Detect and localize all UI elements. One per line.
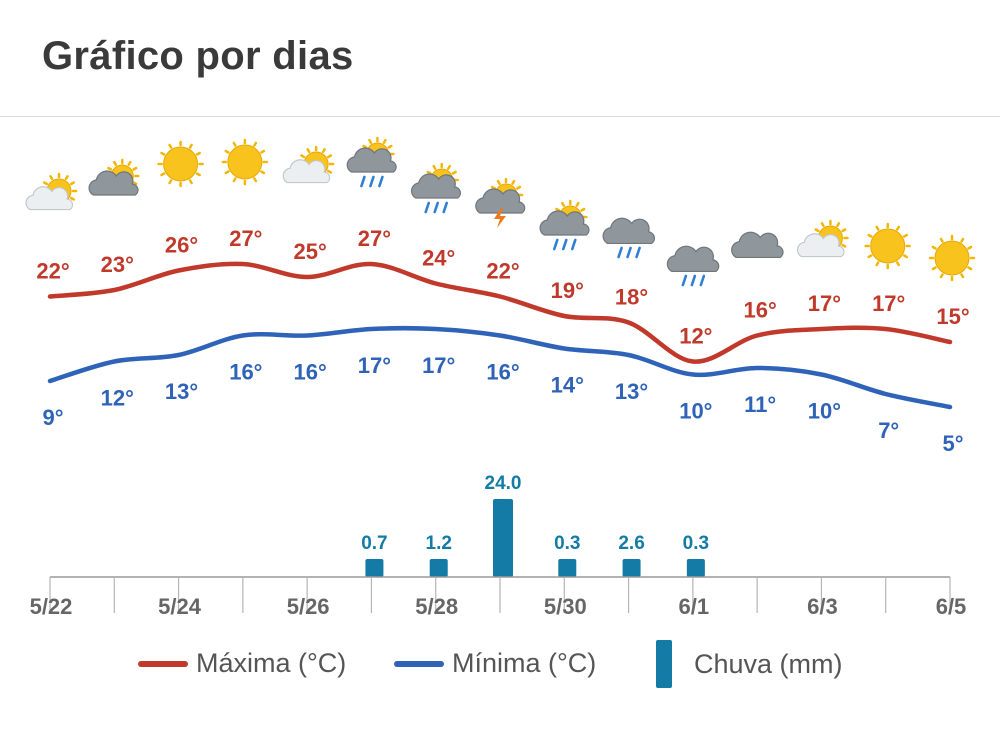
sun-icon: [221, 138, 269, 186]
sun-icon: [928, 234, 976, 282]
x-tick-label: 5/28: [415, 594, 458, 619]
min-temp-label: 17°: [422, 353, 455, 378]
min-temp-label: 5°: [942, 431, 963, 456]
x-tick-label: 6/3: [807, 594, 838, 619]
weather-chart: 22° 23° 26° 27° 25° 27° 24° 22° 19° 18° 12° 16° 17° 1…: [25, 136, 976, 619]
max-temp-label: 24°: [422, 246, 455, 271]
x-tick-label: 6/1: [679, 594, 710, 619]
min-temp-label: 13°: [615, 379, 648, 404]
legend-item-min[interactable]: Mínima (°C): [394, 648, 596, 679]
temperature-labels: 22° 23° 26° 27° 25° 27° 24° 22° 19° 18° 12° 16° 17° 1…: [36, 226, 969, 456]
thunderstorm-icon: [475, 177, 526, 228]
max-temp-label: 16°: [744, 298, 777, 323]
legend-item-rain[interactable]: Chuva (mm): [656, 640, 843, 688]
min-temp-label: 14°: [551, 373, 584, 398]
weather-icons: [25, 136, 976, 287]
max-temp-label: 27°: [358, 226, 391, 251]
rain-value-label: 1.2: [426, 533, 452, 554]
page-title: Gráfico por dias: [42, 34, 354, 78]
legend: Máxima (°C) Mínima (°C) Chuva (mm): [0, 640, 1000, 700]
min-temp-label: 10°: [679, 399, 712, 424]
rain-bar: [686, 559, 705, 577]
rain-bar: [429, 559, 448, 577]
legend-min-swatch: [394, 660, 444, 667]
max-temp-label: 17°: [808, 291, 841, 316]
min-temp-label: 9°: [42, 405, 63, 430]
rain-value-label: 0.3: [683, 533, 709, 554]
legend-rain-swatch: [656, 640, 672, 688]
max-temp-label: 22°: [486, 259, 519, 284]
rain-bar: [365, 559, 384, 577]
max-temp-label: 19°: [551, 278, 584, 303]
min-temp-label: 16°: [486, 360, 519, 385]
min-temp-label: 16°: [294, 360, 327, 385]
rain-bar: [558, 559, 577, 577]
legend-max-swatch: [138, 660, 188, 667]
max-temperature-line: [47, 261, 953, 364]
legend-max-label: Máxima (°C): [196, 648, 347, 678]
max-temp-label: 27°: [229, 226, 262, 251]
x-tick-label: 5/22: [30, 594, 73, 619]
rain-icon: [539, 199, 590, 251]
max-temp-label: 25°: [294, 239, 327, 264]
rain-value-label: 2.6: [618, 533, 644, 554]
rain-value-label: 24.0: [485, 473, 522, 494]
legend-item-max[interactable]: Máxima (°C): [138, 648, 346, 679]
thunder-rain-icon: [346, 136, 397, 188]
mostly-cloudy-icon: [88, 158, 140, 196]
min-temp-label: 11°: [744, 392, 776, 417]
rain-bar: [622, 559, 641, 577]
min-temp-label: 13°: [165, 379, 198, 404]
rain-bars: 0.7 1.2 24.0 0.3 2.6 0.3: [361, 473, 709, 577]
sun-icon: [157, 140, 204, 188]
max-temp-label: 26°: [165, 233, 198, 258]
min-temp-label: 17°: [358, 353, 391, 378]
min-temp-label: 16°: [229, 360, 262, 385]
legend-min-label: Mínima (°C): [452, 648, 597, 678]
temperature-lines: [47, 261, 953, 410]
partly-cloudy-icon: [25, 172, 78, 211]
rain-value-label: 0.3: [554, 533, 580, 554]
legend-rain-label: Chuva (mm): [694, 648, 843, 679]
min-temperature-line: [47, 325, 953, 410]
max-temp-label: 18°: [615, 285, 648, 310]
max-temp-label: 17°: [872, 291, 905, 316]
min-temp-label: 12°: [101, 386, 134, 411]
x-tick-label: 5/30: [544, 594, 587, 619]
rain-cloud-icon: [666, 245, 720, 287]
rain-icon: [410, 162, 461, 214]
rain-bar: [493, 499, 513, 577]
x-axis: 5/22 5/24 5/26 5/28 5/30 6/1 6/3 6/5: [30, 576, 967, 619]
rain-value-label: 0.7: [361, 533, 387, 554]
x-tick-label: 5/26: [287, 594, 330, 619]
min-temp-label: 7°: [878, 418, 899, 443]
max-temp-label: 23°: [101, 252, 134, 277]
min-temp-label: 10°: [808, 399, 841, 424]
rain-cloud-icon: [602, 217, 656, 259]
x-tick-label: 5/24: [158, 594, 202, 619]
cloud-icon: [731, 231, 784, 259]
max-temp-label: 22°: [36, 259, 69, 284]
max-temp-label: 15°: [936, 304, 969, 329]
partly-cloudy-icon: [796, 219, 849, 258]
x-tick-label: 6/5: [936, 594, 967, 619]
max-temp-label: 12°: [679, 324, 712, 349]
title-divider: [0, 116, 1000, 117]
sun-icon: [864, 222, 911, 270]
partly-cloudy-icon: [282, 145, 335, 184]
